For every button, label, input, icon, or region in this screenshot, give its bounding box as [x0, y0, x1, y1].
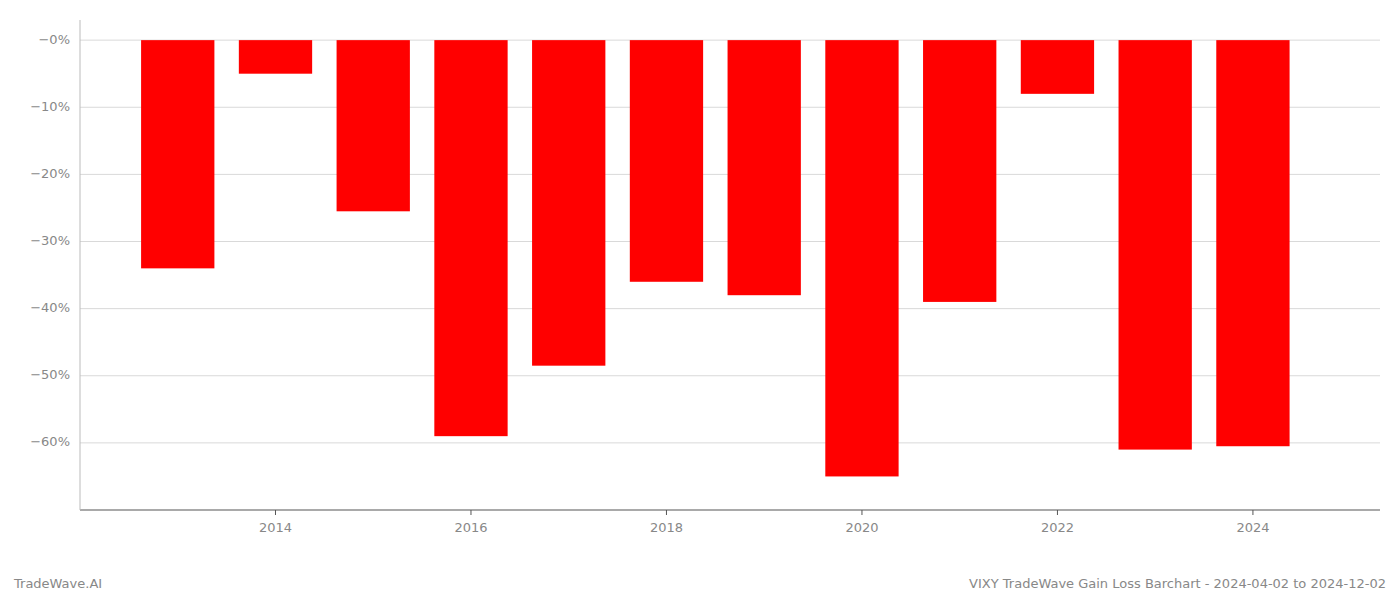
bar: [141, 40, 214, 268]
bar: [1119, 40, 1192, 449]
y-tick-label: −60%: [30, 434, 70, 449]
y-tick-label: −0%: [38, 32, 70, 47]
x-tick: [666, 510, 667, 515]
title: VIXY TradeWave Gain Loss Barchart - 2024…: [969, 576, 1386, 591]
x-tick-label: 2016: [454, 520, 487, 535]
y-tick-label: −30%: [30, 233, 70, 248]
bar: [1021, 40, 1094, 94]
bar: [337, 40, 410, 211]
watermark: TradeWave.AI: [13, 576, 102, 591]
bars: [141, 40, 1289, 476]
chart-svg: −0%−10%−20%−30%−40%−50%−60%2014201620182…: [0, 0, 1400, 600]
bar: [728, 40, 801, 295]
bar: [532, 40, 605, 366]
chart-container: −0%−10%−20%−30%−40%−50%−60%2014201620182…: [0, 0, 1400, 600]
y-axis-line: [80, 20, 81, 510]
y-ticks: −0% −10% −20% −30% −40% −50% −60%: [30, 32, 70, 450]
y-tick-label: −40%: [30, 300, 70, 315]
bar: [1216, 40, 1289, 446]
y-tick-label: −10%: [30, 99, 70, 114]
y-tick-label: −20%: [30, 166, 70, 181]
x-tick: [1057, 510, 1058, 515]
bar: [923, 40, 996, 302]
bar: [434, 40, 507, 436]
x-tick: [275, 510, 276, 515]
x-tick: [861, 510, 862, 515]
bar: [825, 40, 898, 476]
bar: [239, 40, 312, 74]
x-tick: [470, 510, 471, 515]
y-tick-label: −50%: [30, 367, 70, 382]
x-tick-label: 2024: [1236, 520, 1269, 535]
x-tick: [1252, 510, 1253, 515]
bar: [630, 40, 703, 282]
x-tick-label: 2020: [845, 520, 878, 535]
background: [0, 0, 1400, 600]
x-tick-label: 2014: [259, 520, 292, 535]
x-tick-label: 2018: [650, 520, 683, 535]
x-tick-label: 2022: [1041, 520, 1074, 535]
x-ticks: 2014 2016 2018 2020 2022 2024: [259, 510, 1270, 535]
